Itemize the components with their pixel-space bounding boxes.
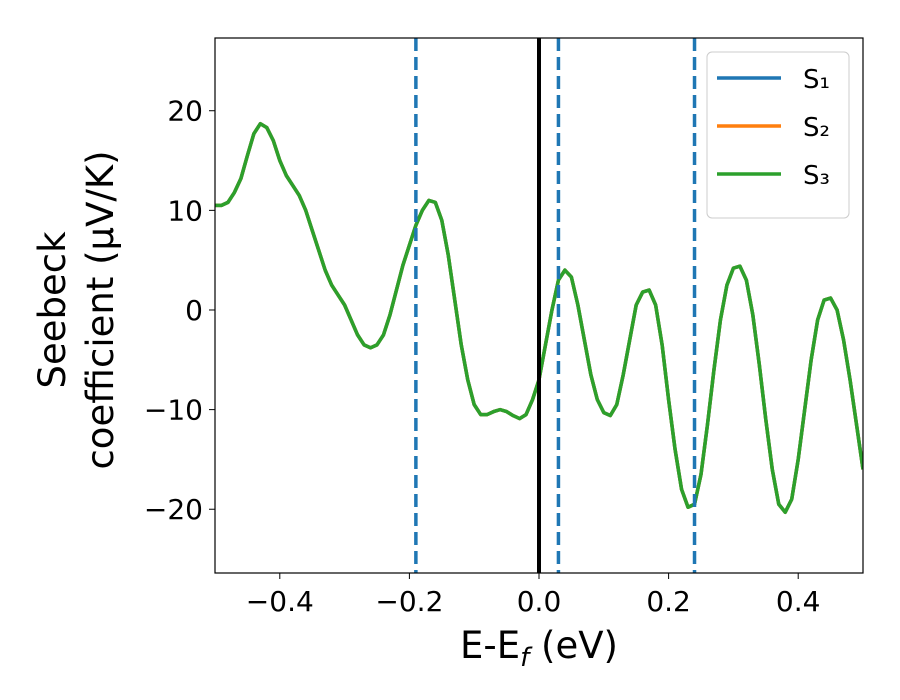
- x-axis-label: E-Ef (eV): [460, 624, 618, 673]
- y-axis-label: Seebeck: [31, 231, 74, 389]
- y-axis-label: coefficient (μV/K): [79, 150, 122, 469]
- x-tick-label: 0.2: [646, 585, 691, 618]
- legend-box: [706, 51, 850, 219]
- y-tick-label: 10: [167, 194, 203, 227]
- plot-area: [215, 38, 863, 573]
- x-label-part: E-E: [460, 624, 520, 667]
- legend-label: S₃: [803, 161, 830, 191]
- y-tick-label: −10: [144, 394, 203, 427]
- x-tick-label: −0.2: [375, 585, 443, 618]
- legend-label: S₂: [803, 113, 830, 143]
- y-tick-label: 20: [167, 95, 203, 128]
- y-tick-label: −20: [144, 493, 203, 526]
- plot-frame: [214, 37, 864, 574]
- y-tick-label: 0: [185, 294, 203, 327]
- x-tick-label: −0.4: [246, 585, 314, 618]
- legend-label: S₁: [803, 65, 830, 95]
- x-label-part: (eV): [529, 624, 618, 667]
- x-tick-label: 0.4: [776, 585, 821, 618]
- x-tick-label: 0.0: [517, 585, 562, 618]
